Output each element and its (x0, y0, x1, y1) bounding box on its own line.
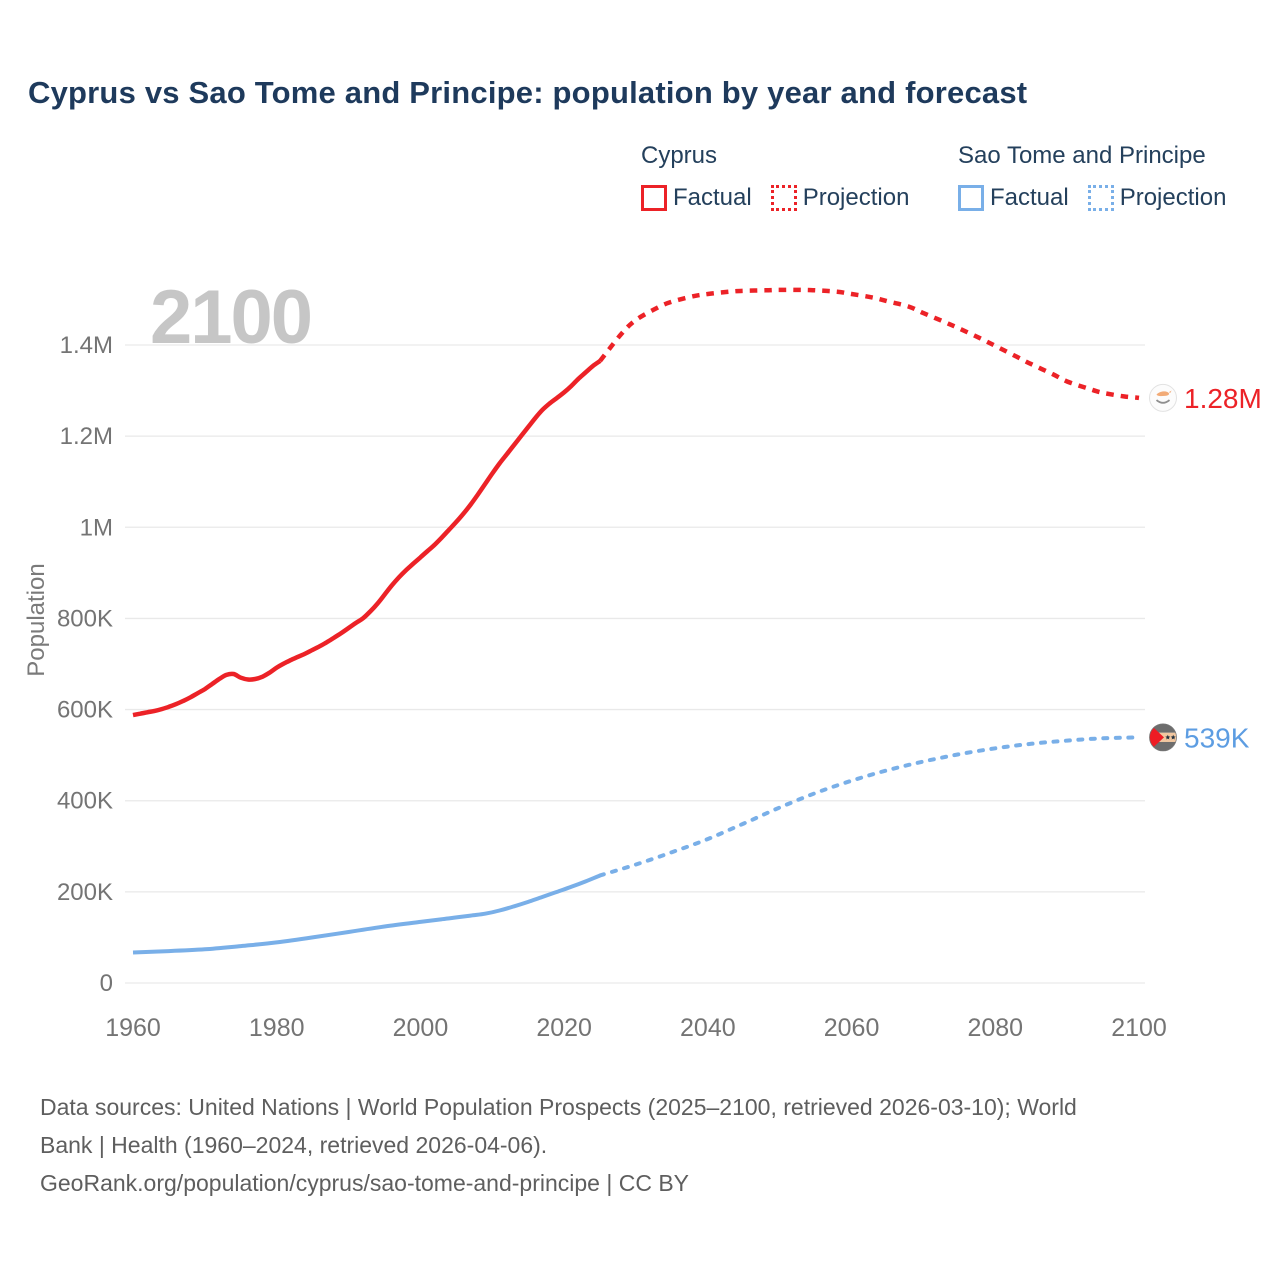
page-title: Cyprus vs Sao Tome and Principe: populat… (28, 75, 1028, 110)
legend-label: Projection (802, 184, 910, 211)
legend: Cyprus Factual Projection Sao Tome and P… (641, 142, 1226, 212)
sao-tome-factual-swatch-icon (958, 185, 984, 211)
data-sources-line: Data sources: United Nations | World Pop… (40, 1094, 1077, 1120)
legend-group-sao-tome: Sao Tome and Principe Factual Projection (958, 142, 1226, 212)
watermark-year: 2100 (150, 275, 311, 360)
sao-tome-and-principe-projection-line (598, 735, 1141, 878)
sao-tome-end-value-label: 539K (1184, 722, 1250, 753)
x-tick-label: 1980 (249, 1014, 305, 1042)
x-tick-label: 2100 (1111, 1014, 1167, 1042)
x-tick-label: 2040 (680, 1014, 736, 1042)
source-url: GeoRank.org/population/cyprus/sao-tome-a… (40, 1170, 690, 1196)
legend-item-cyprus-factual[interactable]: Factual (641, 184, 752, 212)
legend-label: Factual (673, 184, 752, 211)
y-tick-label: 0 (100, 970, 113, 997)
legend-group-cyprus: Cyprus Factual Projection (641, 142, 958, 212)
x-tick-label: 2000 (393, 1014, 449, 1042)
sao-tome-flag-icon (1149, 723, 1177, 752)
y-tick-label: 1.4M (60, 332, 113, 359)
cyprus-factual-swatch-icon (641, 185, 667, 211)
data-sources: Data sources: United Nations | World Pop… (40, 1088, 1077, 1202)
cyprus-factual-line (132, 359, 602, 718)
cyprus-projection-line (598, 287, 1140, 401)
y-axis-title: Population (23, 563, 50, 676)
chart-svg: 0 200K 400K 600K 800K 1M 1.2M 1.4M 2100 1960 1980 2… (23, 275, 1262, 1042)
x-tick-label: 2080 (967, 1014, 1023, 1042)
legend-item-sao-tome-projection[interactable]: Projection (1087, 184, 1227, 212)
y-tick-label: 1.2M (60, 423, 113, 450)
legend-group-cyprus-title: Cyprus (641, 142, 718, 169)
legend-item-sao-tome-factual[interactable]: Factual (958, 184, 1069, 212)
x-tick-label: 2060 (824, 1014, 880, 1042)
legend-item-cyprus-projection[interactable]: Projection (770, 184, 910, 212)
legend-label: Factual (990, 184, 1069, 211)
legend-group-sao-tome-title: Sao Tome and Principe (958, 142, 1206, 169)
x-tick-label: 1960 (105, 1014, 161, 1042)
cyprus-flag-icon (1149, 383, 1177, 412)
y-tick-label: 600K (57, 697, 113, 724)
x-tick-label: 2020 (536, 1014, 592, 1042)
sao-tome-projection-swatch-icon (1087, 185, 1114, 211)
y-tick-label: 200K (57, 879, 113, 906)
sao-tome-and-principe-factual-line (132, 873, 601, 955)
data-sources-line: Bank | Health (1960–2024, retrieved 2026… (40, 1132, 548, 1158)
y-tick-label: 800K (57, 605, 113, 632)
legend-label: Projection (1119, 184, 1227, 211)
y-tick-label: 400K (57, 788, 113, 815)
y-tick-label: 1M (80, 514, 113, 541)
cyprus-projection-swatch-icon (770, 185, 797, 211)
cyprus-end-value-label: 1.28M (1184, 383, 1262, 414)
